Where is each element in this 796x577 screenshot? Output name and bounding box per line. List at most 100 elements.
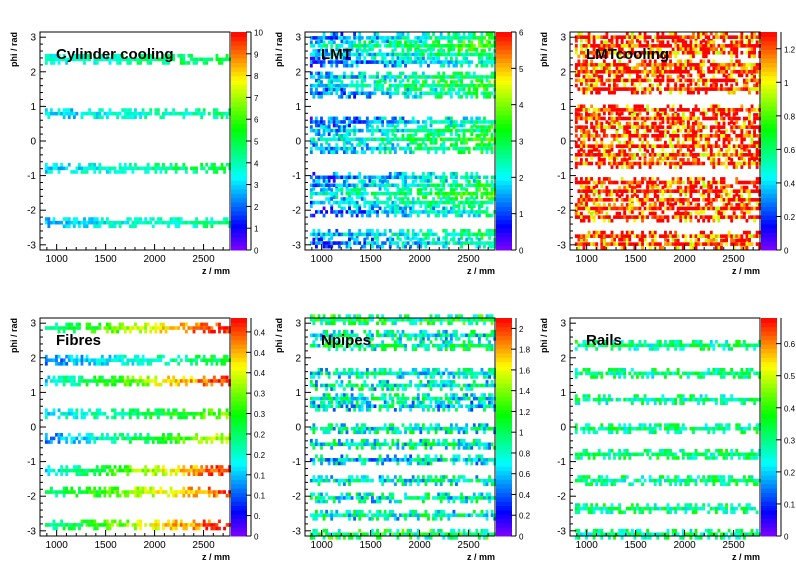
heatmap-cell <box>631 162 634 166</box>
heatmap-cell <box>583 181 586 185</box>
heatmap-cell <box>641 117 644 121</box>
heatmap-cell <box>368 95 371 99</box>
heatmap-cell <box>358 195 361 199</box>
heatmap-cell <box>374 40 377 44</box>
heatmap-cell <box>611 193 614 197</box>
heatmap-cell <box>460 95 463 99</box>
heatmap-cell <box>424 60 427 64</box>
heatmap-cell <box>144 217 147 221</box>
heatmap-cell <box>712 134 715 138</box>
heatmap-cell <box>363 150 366 154</box>
heatmap-cell <box>460 245 463 249</box>
heatmap-cell <box>450 120 453 124</box>
heatmap-cell <box>427 241 430 245</box>
heatmap-cell <box>585 108 588 112</box>
heatmap-cell <box>725 79 728 83</box>
heatmap-cell <box>481 40 484 44</box>
heatmap-cell <box>677 181 680 185</box>
heatmap-cell <box>409 88 412 92</box>
heatmap-cell <box>483 117 486 121</box>
heatmap-cell <box>412 207 415 211</box>
heatmap-cell <box>338 204 341 208</box>
heatmap-cell <box>631 82 634 86</box>
heatmap-cell <box>717 108 720 112</box>
heatmap-cell <box>458 134 461 138</box>
heatmap-cell <box>335 132 338 136</box>
heatmap-cell <box>486 192 489 196</box>
heatmap-cell <box>707 141 710 145</box>
heatmap-cell <box>379 183 382 187</box>
heatmap-cell <box>458 238 461 242</box>
heatmap-cell <box>381 53 384 57</box>
heatmap-cell <box>187 61 190 65</box>
heatmap-cell <box>394 210 397 214</box>
heatmap-cell <box>91 167 94 171</box>
heatmap-cell <box>677 63 680 67</box>
heatmap-cell <box>756 87 759 91</box>
heatmap-cell <box>659 181 662 185</box>
heatmap-cell <box>707 134 710 138</box>
heatmap-cell <box>618 108 621 112</box>
heatmap-cell <box>715 66 718 70</box>
heatmap-cell <box>593 186 596 190</box>
heatmap-cell <box>738 87 741 91</box>
heatmap-cell <box>402 180 405 184</box>
heatmap-cell <box>697 181 700 185</box>
heatmap-cell <box>473 233 476 237</box>
heatmap-cell <box>455 197 458 201</box>
heatmap-cell <box>417 95 420 99</box>
heatmap-cell <box>445 210 448 214</box>
heatmap-cell <box>356 75 359 79</box>
heatmap-cell <box>351 147 354 151</box>
heatmap-cell <box>692 67 695 71</box>
heatmap-cell <box>351 80 354 84</box>
heatmap-cell <box>583 125 586 129</box>
heatmap-cell <box>310 129 313 133</box>
heatmap-cell <box>628 157 631 161</box>
heatmap-cell <box>700 177 703 181</box>
heatmap-cell <box>455 176 458 180</box>
palette-swatch <box>496 110 512 115</box>
heatmap-cell <box>404 233 407 237</box>
heatmap-cell <box>399 238 402 242</box>
heatmap-cell <box>394 36 397 40</box>
heatmap-cell <box>682 117 685 121</box>
heatmap-cell <box>465 117 468 121</box>
heatmap-cell <box>473 124 476 128</box>
heatmap-cell <box>710 144 713 148</box>
heatmap-cell <box>639 157 642 161</box>
heatmap-cell <box>667 117 670 121</box>
heatmap-cell <box>738 40 741 44</box>
heatmap-cell <box>577 108 580 112</box>
heatmap-cell <box>753 79 756 83</box>
heatmap-cell <box>491 233 494 237</box>
heatmap-cell <box>394 64 397 68</box>
heatmap-cell <box>310 141 313 145</box>
heatmap-cell <box>623 70 626 74</box>
heatmap-cell <box>435 91 438 95</box>
heatmap-cell <box>318 229 321 233</box>
heatmap-cell <box>165 170 168 174</box>
heatmap-cell <box>661 125 664 129</box>
heatmap-cell <box>733 66 736 70</box>
heatmap-cell <box>672 79 675 83</box>
heatmap-cell <box>458 84 461 88</box>
heatmap-cell <box>315 183 318 187</box>
heatmap-cell <box>450 129 453 133</box>
heatmap-cell <box>633 134 636 138</box>
heatmap-cell <box>465 233 468 237</box>
heatmap-cell <box>674 113 677 117</box>
heatmap-cell <box>440 91 443 95</box>
heatmap-cell <box>328 117 331 121</box>
heatmap-cell <box>583 130 586 134</box>
heatmap-cell <box>330 176 333 180</box>
heatmap-cell <box>679 59 682 63</box>
heatmap-cell <box>384 129 387 133</box>
heatmap-cell <box>358 120 361 124</box>
panel-title: Cylinder cooling <box>56 46 174 63</box>
heatmap-cell <box>353 238 356 242</box>
heatmap-cell <box>684 35 687 39</box>
heatmap-cell <box>712 75 715 79</box>
heatmap-cell <box>651 162 654 166</box>
heatmap-cell <box>689 40 692 44</box>
